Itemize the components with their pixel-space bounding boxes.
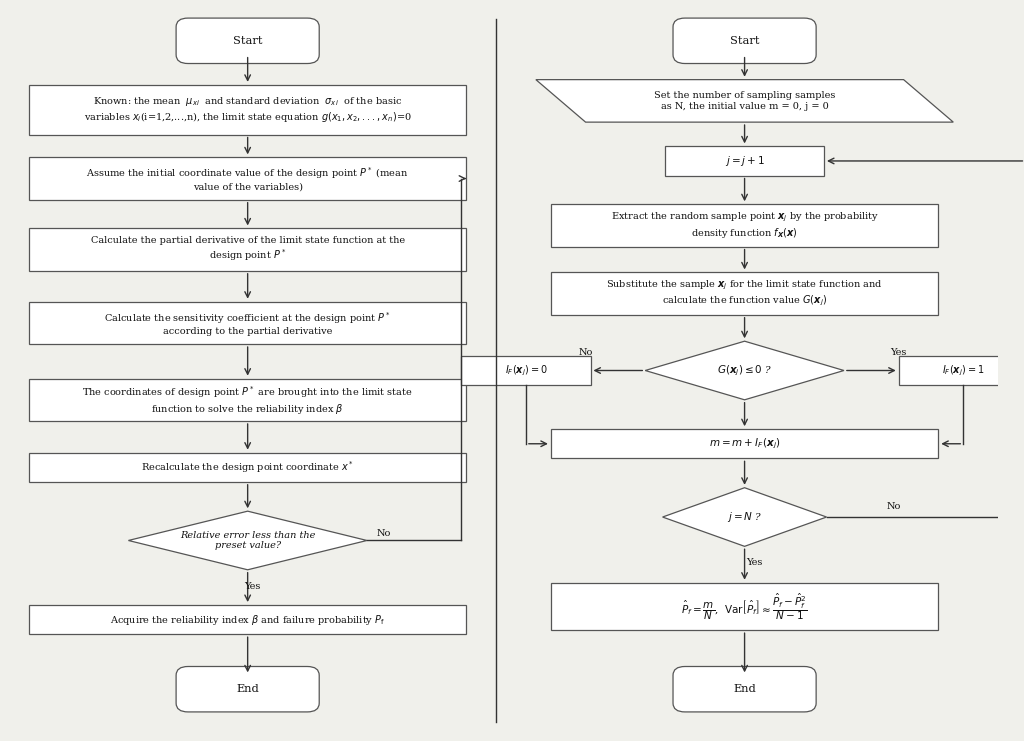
- Text: Start: Start: [232, 36, 262, 46]
- Text: End: End: [733, 684, 756, 694]
- Bar: [551, 429, 938, 459]
- Text: Known: the mean  $\mu_{xi}$  and standard deviation  $\sigma_{xi}$  of the basic: Known: the mean $\mu_{xi}$ and standard …: [84, 95, 412, 124]
- Bar: [551, 205, 938, 247]
- Text: Extract the random sample point $\boldsymbol{x}_j$ by the probability
density fu: Extract the random sample point $\boldsy…: [610, 210, 879, 240]
- Bar: [551, 582, 938, 631]
- Bar: [665, 146, 824, 176]
- Bar: [29, 605, 466, 634]
- Text: Calculate the sensitivity coefficient at the design point $P^*$
according to the: Calculate the sensitivity coefficient at…: [104, 310, 391, 336]
- FancyBboxPatch shape: [673, 666, 816, 712]
- Text: $j = N$ ?: $j = N$ ?: [727, 510, 762, 524]
- Text: No: No: [886, 502, 900, 511]
- Text: Assume the initial coordinate value of the design point $P^*$ (mean
value of the: Assume the initial coordinate value of t…: [86, 165, 409, 192]
- Text: Calculate the partial derivative of the limit state function at the
design point: Calculate the partial derivative of the …: [90, 236, 404, 263]
- Text: Yes: Yes: [891, 348, 907, 357]
- Text: Relative error less than the
preset value?: Relative error less than the preset valu…: [180, 531, 315, 550]
- Text: $m = m + I_F(\boldsymbol{x}_j)$: $m = m + I_F(\boldsymbol{x}_j)$: [709, 436, 780, 451]
- Text: $I_F(\boldsymbol{x}_j) = 1$: $I_F(\boldsymbol{x}_j) = 1$: [942, 363, 984, 378]
- Bar: [462, 356, 591, 385]
- Text: Start: Start: [730, 36, 760, 46]
- Bar: [29, 379, 466, 421]
- Text: $\hat{P}_f = \dfrac{m}{N}$,  $\mathrm{Var}\left[\hat{P}_f\right] \approx \dfrac{: $\hat{P}_f = \dfrac{m}{N}$, $\mathrm{Var…: [681, 591, 808, 622]
- Text: No: No: [579, 348, 593, 357]
- Text: Set the number of sampling samples
as N, the initial value m = 0, j = 0: Set the number of sampling samples as N,…: [654, 91, 836, 110]
- Polygon shape: [536, 79, 953, 122]
- Text: Yes: Yes: [245, 582, 261, 591]
- Text: $j = j+1$: $j = j+1$: [725, 154, 765, 168]
- Text: $I_F(\boldsymbol{x}_j) = 0$: $I_F(\boldsymbol{x}_j) = 0$: [505, 363, 547, 378]
- Polygon shape: [663, 488, 826, 546]
- Bar: [29, 84, 466, 135]
- Bar: [551, 273, 938, 315]
- FancyBboxPatch shape: [673, 18, 816, 64]
- Text: Substitute the sample $\boldsymbol{x}_j$ for the limit state function and
calcul: Substitute the sample $\boldsymbol{x}_j$…: [606, 279, 883, 308]
- Text: $G(\boldsymbol{x}_j) \leq 0$ ?: $G(\boldsymbol{x}_j) \leq 0$ ?: [717, 363, 772, 378]
- Bar: [29, 453, 466, 482]
- Text: Acquire the reliability index $\beta$ and failure probability $P_{\rm f}$: Acquire the reliability index $\beta$ an…: [111, 613, 385, 627]
- Bar: [899, 356, 1024, 385]
- Text: No: No: [377, 528, 391, 538]
- Text: The coordinates of design point $P^*$ are brought into the limit state
function : The coordinates of design point $P^*$ ar…: [82, 384, 413, 416]
- Polygon shape: [128, 511, 367, 570]
- Text: Recalculate the design point coordinate $x^*$: Recalculate the design point coordinate …: [141, 459, 354, 475]
- Polygon shape: [645, 341, 844, 400]
- Bar: [29, 157, 466, 200]
- Bar: [29, 302, 466, 344]
- Text: End: End: [237, 684, 259, 694]
- Bar: [29, 228, 466, 271]
- FancyBboxPatch shape: [176, 666, 319, 712]
- FancyBboxPatch shape: [176, 18, 319, 64]
- Text: Yes: Yes: [746, 558, 763, 567]
